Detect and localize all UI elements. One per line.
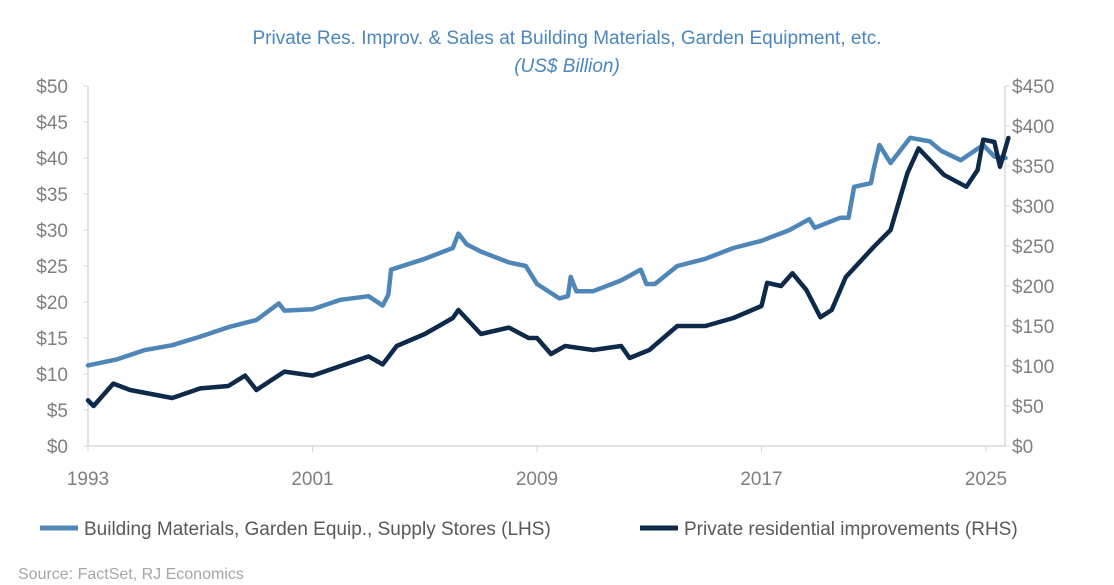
left-tick-label: $0 (47, 437, 68, 458)
left-tick-label: $35 (36, 185, 68, 206)
x-tick-label: 1993 (67, 469, 109, 490)
source-note: Source: FactSet, RJ Economics (18, 566, 244, 583)
left-tick-label: $40 (36, 149, 68, 170)
x-tick-label: 2025 (965, 469, 1007, 490)
legend-label-rhs: Private residential improvements (RHS) (684, 519, 1018, 540)
left-tick-label: $30 (36, 221, 68, 242)
left-tick-label: $50 (36, 77, 68, 98)
right-tick-label: $200 (1012, 277, 1054, 298)
right-tick-label: $150 (1012, 317, 1054, 338)
chart-subtitle: (US$ Billion) (514, 56, 620, 77)
left-tick-label: $25 (36, 257, 68, 278)
legend-label-lhs: Building Materials, Garden Equip., Suppl… (84, 519, 551, 540)
right-tick-label: $250 (1012, 237, 1054, 258)
right-tick-label: $0 (1012, 437, 1033, 458)
x-tick-label: 2009 (516, 469, 558, 490)
chart-title: Private Res. Improv. & Sales at Building… (252, 28, 881, 49)
right-tick-label: $300 (1012, 197, 1054, 218)
left-tick-label: $15 (36, 329, 68, 350)
series-line-building-materials (85, 135, 1008, 368)
right-tick-label: $450 (1012, 77, 1054, 98)
left-tick-label: $10 (36, 365, 68, 386)
right-tick-label: $350 (1012, 157, 1054, 178)
series-line-private-residential-improvements (85, 135, 1011, 409)
legend: Building Materials, Garden Equip., Suppl… (40, 519, 1018, 540)
left-tick-label: $20 (36, 293, 68, 314)
left-tick-label: $5 (47, 401, 68, 422)
right-tick-label: $400 (1012, 117, 1054, 138)
x-tick-label: 2017 (740, 469, 782, 490)
right-tick-label: $50 (1012, 397, 1044, 418)
x-tick-label: 2001 (291, 469, 333, 490)
left-tick-label: $45 (36, 113, 68, 134)
right-tick-label: $100 (1012, 357, 1054, 378)
